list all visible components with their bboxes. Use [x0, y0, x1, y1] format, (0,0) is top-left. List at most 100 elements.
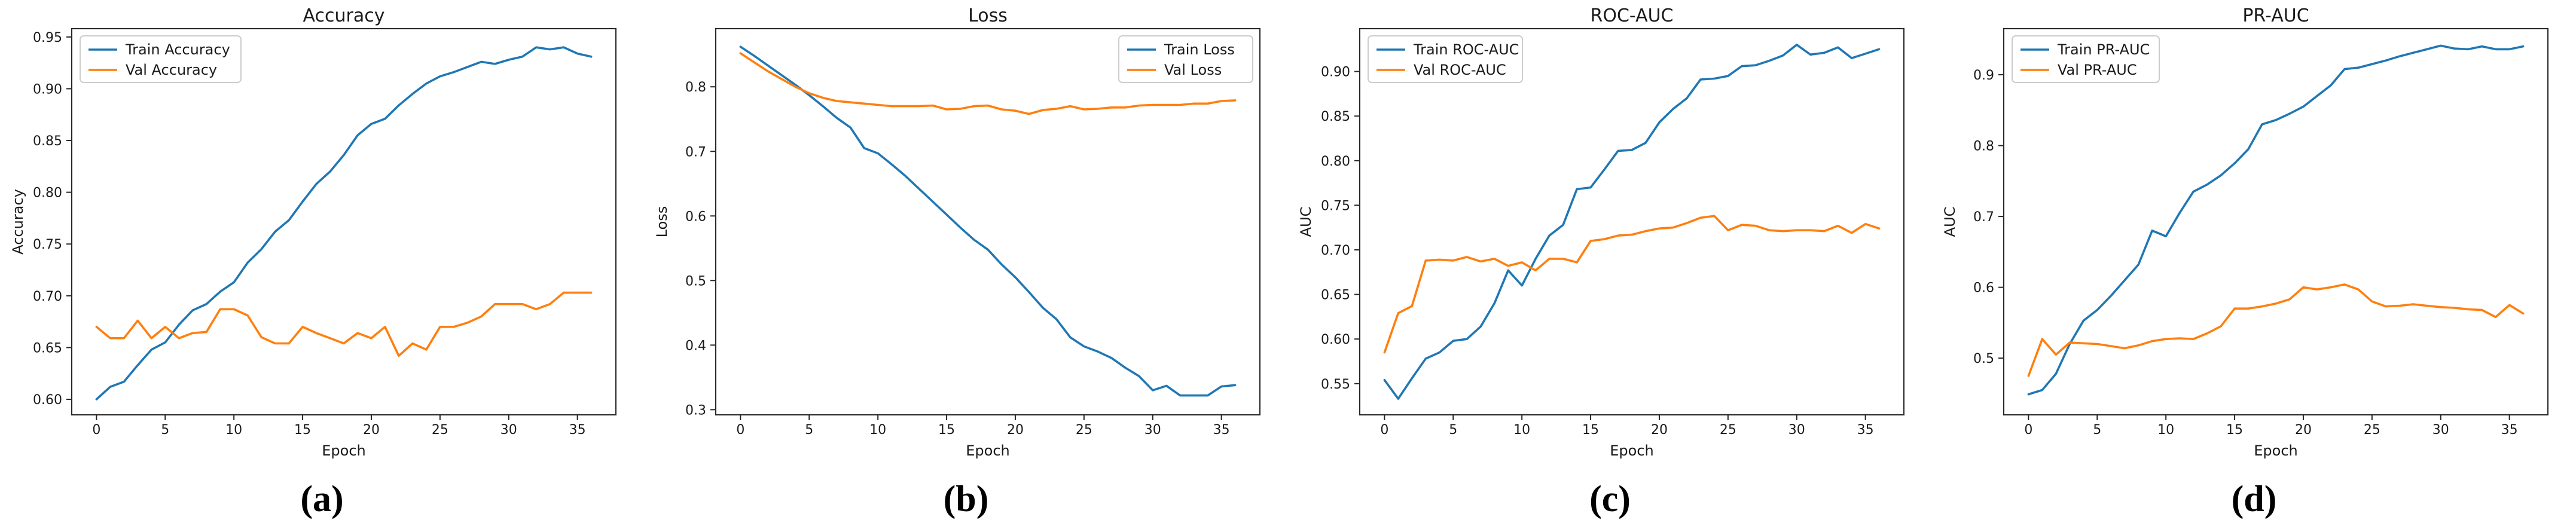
val-accuracy-line	[95, 291, 593, 357]
x-tick-label: 20	[2295, 423, 2312, 438]
y-tick-label: 0.6	[685, 209, 706, 224]
legend-label: Train PR-AUC	[2057, 41, 2150, 58]
panel-accuracy: 0 5 10 15 20 25 30 35 0.60 0.65 0.70 0.75 0.80 0.85 0.…	[0, 0, 644, 532]
x-tick-label: 10	[2157, 423, 2174, 438]
roc-auc-chart: 0 5 10 15 20 25 30 35 0.55 0.60 0.65 0.70 0.75 0.80 0.…	[1298, 5, 1904, 459]
chart-title: Accuracy	[303, 5, 385, 26]
caption-d: (d)	[2231, 479, 2277, 519]
plot-frame	[2003, 28, 2548, 415]
train-pr-auc-line	[2027, 44, 2525, 396]
chart-title: PR-AUC	[2242, 5, 2309, 26]
y-tick-label: 0.6	[1973, 281, 1994, 296]
x-tick-label: 0	[1380, 423, 1388, 438]
y-tick-label: 0.70	[33, 289, 62, 304]
x-tick-label: 25	[1076, 423, 1092, 438]
y-tick-label: 0.90	[33, 82, 62, 97]
plot-frame	[1359, 28, 1904, 415]
legend-label: Train Accuracy	[125, 41, 230, 58]
y-tick-label: 0.4	[685, 338, 706, 353]
x-axis-label: Epoch	[322, 442, 366, 459]
val-roc-auc-line	[1383, 215, 1881, 354]
accuracy-chart: 0 5 10 15 20 25 30 35 0.60 0.65 0.70 0.75 0.80 0.85 0.…	[10, 5, 616, 459]
y-tick-label: 0.7	[685, 145, 706, 160]
x-tick-label: 5	[161, 423, 169, 438]
y-axis-label: Loss	[654, 206, 670, 238]
y-tick-label: 0.65	[1321, 288, 1350, 303]
y-tick-label: 0.90	[1321, 65, 1350, 80]
x-tick-label: 35	[2501, 423, 2518, 438]
x-tick-label: 15	[938, 423, 955, 438]
legend-box	[1368, 35, 1523, 83]
x-tick-label: 20	[1007, 423, 1024, 438]
caption-c: (c)	[1589, 479, 1631, 519]
chart-title: ROC-AUC	[1591, 5, 1674, 26]
legend: Train ROC-AUC Val ROC-AUC	[1368, 35, 1523, 83]
y-tick-label: 0.60	[33, 393, 62, 408]
y-tick-label: 0.7	[1973, 210, 1994, 225]
x-tick-label: 10	[225, 423, 242, 438]
panel-roc-auc: 0 5 10 15 20 25 30 35 0.55 0.60 0.65 0.70 0.75 0.80 0.…	[1288, 0, 1932, 532]
x-tick-label: 0	[2024, 423, 2032, 438]
caption-a: (a)	[300, 479, 344, 519]
caption-b: (b)	[943, 479, 989, 519]
x-tick-label: 5	[1449, 423, 1457, 438]
pr-auc-chart: 0 5 10 15 20 25 30 35 0.5 0.6 0.7 0.8 0.9 PR-AUC Epoch…	[1942, 5, 2548, 459]
x-tick-label: 15	[2226, 423, 2243, 438]
x-tick-label: 5	[2093, 423, 2101, 438]
legend-label: Val PR-AUC	[2058, 62, 2137, 78]
y-axis-label: Accuracy	[10, 189, 26, 255]
legend: Train Loss Val Loss	[1118, 35, 1253, 83]
x-tick-label: 20	[363, 423, 380, 438]
x-tick-label: 30	[1144, 423, 1161, 438]
x-axis-label: Epoch	[2254, 442, 2298, 459]
y-tick-label: 0.70	[1321, 243, 1350, 258]
x-tick-label: 5	[805, 423, 813, 438]
x-tick-label: 30	[2432, 423, 2449, 438]
x-tick-label: 30	[1788, 423, 1805, 438]
plot-frame	[715, 28, 1260, 415]
train-roc-auc-line	[1383, 44, 1881, 400]
y-tick-label: 0.80	[1321, 154, 1350, 169]
x-tick-label: 25	[1720, 423, 1736, 438]
legend-label: Val Accuracy	[126, 62, 217, 78]
val-pr-auc-line	[2027, 283, 2525, 377]
x-tick-label: 35	[569, 423, 586, 438]
legend: Train Accuracy Val Accuracy	[80, 35, 242, 83]
legend: Train PR-AUC Val PR-AUC	[2012, 35, 2160, 83]
panel-loss: 0 5 10 15 20 25 30 35 0.3 0.4 0.5 0.6 0.7 0.8 Loss Epoc…	[644, 0, 1288, 532]
chart-title: Loss	[968, 5, 1008, 26]
x-tick-label: 35	[1213, 423, 1230, 438]
x-tick-label: 35	[1857, 423, 1874, 438]
train-accuracy-line	[95, 46, 593, 400]
x-tick-label: 0	[92, 423, 100, 438]
y-tick-label: 0.8	[685, 80, 706, 95]
y-tick-label: 0.60	[1321, 332, 1350, 347]
plot-frame	[71, 28, 616, 415]
legend-box	[80, 35, 242, 83]
y-tick-label: 0.5	[1973, 351, 1994, 366]
y-tick-label: 0.75	[1321, 198, 1350, 213]
x-tick-label: 15	[294, 423, 311, 438]
legend-label: Val ROC-AUC	[1414, 62, 1506, 78]
y-tick-label: 0.95	[33, 30, 62, 45]
x-tick-label: 20	[1651, 423, 1668, 438]
legend-label: Train ROC-AUC	[1413, 41, 1519, 58]
y-tick-label: 0.85	[33, 134, 62, 149]
y-tick-label: 0.75	[33, 237, 62, 252]
x-tick-label: 10	[869, 423, 886, 438]
y-tick-label: 0.85	[1321, 109, 1350, 124]
y-tick-label: 0.5	[685, 274, 706, 289]
loss-chart: 0 5 10 15 20 25 30 35 0.3 0.4 0.5 0.6 0.7 0.8 Loss Epoc…	[654, 5, 1260, 459]
train-loss-line	[739, 45, 1237, 397]
legend-label: Val Loss	[1164, 62, 1222, 78]
x-axis-label: Epoch	[1610, 442, 1654, 459]
x-tick-label: 25	[432, 423, 448, 438]
y-tick-label: 0.55	[1321, 377, 1350, 392]
x-axis-label: Epoch	[966, 442, 1010, 459]
x-tick-label: 0	[736, 423, 744, 438]
x-tick-label: 15	[1582, 423, 1599, 438]
val-loss-line	[739, 52, 1237, 115]
panel-pr-auc: 0 5 10 15 20 25 30 35 0.5 0.6 0.7 0.8 0.9 PR-AUC Epoch…	[1932, 0, 2576, 532]
y-tick-label: 0.3	[685, 403, 706, 418]
